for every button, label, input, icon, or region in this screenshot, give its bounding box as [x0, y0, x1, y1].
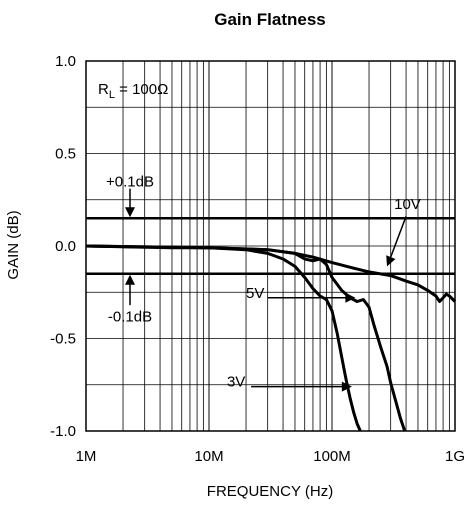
annotations: RL = 100Ω +0.1dB -0.1dB 10V 5V 3V: [98, 81, 421, 392]
plot-frame: [85, 60, 456, 432]
y-tick-labels: 1.0 0.5 0.0 -0.5 -1.0: [50, 53, 76, 440]
y-tick-label: 1.0: [55, 53, 76, 70]
reference-arrowhead-upper: [125, 207, 135, 218]
y-tick-label: 0.5: [55, 146, 76, 163]
annotation-10v-arrowhead: [386, 255, 396, 267]
load-condition-label: RL = 100Ω: [98, 81, 168, 101]
y-tick-label: -0.5: [50, 331, 76, 348]
annotation-10v-leader: [389, 216, 407, 258]
load-condition-value: = 100Ω: [115, 81, 168, 98]
annotation-3v-arrowhead: [341, 381, 352, 392]
grid: [86, 61, 455, 431]
load-condition-symbol: R: [98, 81, 109, 98]
y-tick-label: -1.0: [50, 423, 76, 440]
y-tick-label: 0.0: [55, 238, 76, 255]
series-line-10V: [85, 244, 457, 303]
x-tick-label: 100M: [313, 448, 351, 465]
annotation-5v: 5V: [246, 285, 264, 302]
x-axis-label: FREQUENCY (Hz): [207, 483, 333, 500]
reference-lines: [86, 217, 455, 275]
reference-label-lower: -0.1dB: [108, 308, 152, 325]
x-tick-labels: 1M 10M 100M 1G: [76, 448, 465, 465]
chart-title: Gain Flatness: [214, 10, 325, 29]
annotation-5v-arrowhead: [345, 292, 356, 303]
reference-arrowhead-lower: [125, 274, 135, 285]
load-condition-subscript: L: [109, 89, 115, 101]
x-tick-label: 1G: [445, 448, 465, 465]
y-axis-label: GAIN (dB): [5, 210, 22, 279]
annotation-10v: 10V: [394, 196, 421, 213]
annotation-3v: 3V: [227, 374, 245, 391]
x-tick-label: 1M: [76, 448, 97, 465]
x-tick-label: 10M: [194, 448, 223, 465]
reference-label-upper: +0.1dB: [106, 173, 154, 190]
